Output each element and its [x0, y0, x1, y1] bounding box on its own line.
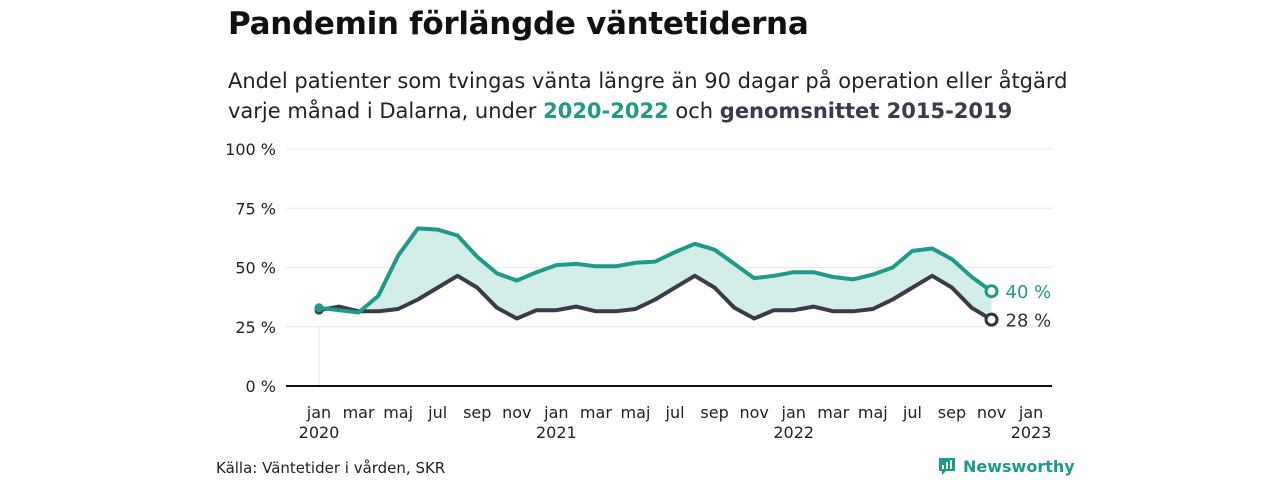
y-tick-label: 0 % — [246, 377, 276, 396]
x-tick-label: jan — [781, 403, 806, 422]
x-tick-label: jul — [665, 403, 685, 422]
difference-band — [319, 228, 992, 320]
series-2020-2022-end-label: 40 % — [1006, 282, 1052, 303]
subtitle-highlight-2020-2022: 2020-2022 — [543, 99, 669, 123]
brand-name: Newsworthy — [963, 456, 1075, 476]
series-line-average-2015-2019 — [317, 273, 994, 322]
x-tick-label: maj — [383, 403, 413, 422]
chart-subtitle: Andel patienter som tvingas vänta längre… — [228, 66, 1068, 126]
x-tick-year-label: 2021 — [536, 423, 577, 442]
x-tick-label: maj — [858, 403, 888, 422]
subtitle-connector: och — [668, 99, 720, 123]
newsworthy-logo-icon — [939, 458, 955, 475]
x-tick-label: jan — [1018, 403, 1043, 422]
chart-title: Pandemin förlängde väntetiderna — [228, 6, 809, 42]
x-tick-label: jan — [543, 403, 568, 422]
subtitle-line-2: varje månad i Dalarna, under 2020-2022 o… — [228, 96, 1068, 126]
x-tick-label: sep — [700, 403, 728, 422]
series-2020-2022-end-point — [984, 284, 999, 299]
x-tick-label: jul — [427, 403, 447, 422]
brand-logo: Newsworthy — [937, 456, 1075, 476]
x-tick-label: mar — [580, 403, 612, 422]
x-tick-label: sep — [463, 403, 491, 422]
x-tick-label: jul — [902, 403, 922, 422]
x-tick-label: jan — [306, 403, 331, 422]
y-tick-label: 75 % — [235, 199, 276, 218]
x-tick-label: nov — [977, 403, 1006, 422]
x-tick-label: nov — [739, 403, 768, 422]
source-note: Källa: Väntetider i vården, SKR — [216, 459, 446, 477]
x-tick-label: sep — [938, 403, 966, 422]
x-tick-year-label: 2023 — [1011, 423, 1052, 442]
start-point-2020-2022 — [314, 303, 324, 313]
subtitle-prefix: varje månad i Dalarna, under — [228, 99, 544, 123]
subtitle-line-1: Andel patienter som tvingas vänta längre… — [228, 69, 1068, 93]
series-average-end-label: 28 % — [1006, 311, 1052, 332]
x-tick-year-label: 2022 — [773, 423, 814, 442]
x-tick-label: mar — [817, 403, 849, 422]
series-average-end-point — [984, 312, 999, 327]
series-line-2020-2022 — [317, 226, 994, 315]
subtitle-highlight-average: genomsnittet 2015-2019 — [719, 99, 1013, 123]
y-tick-label: 25 % — [235, 318, 276, 337]
y-tick-label: 50 % — [235, 259, 276, 278]
x-tick-label: mar — [343, 403, 375, 422]
x-tick-label: nov — [502, 403, 531, 422]
y-tick-label: 100 % — [225, 140, 276, 159]
x-tick-year-label: 2020 — [299, 423, 340, 442]
x-tick-label: maj — [621, 403, 651, 422]
